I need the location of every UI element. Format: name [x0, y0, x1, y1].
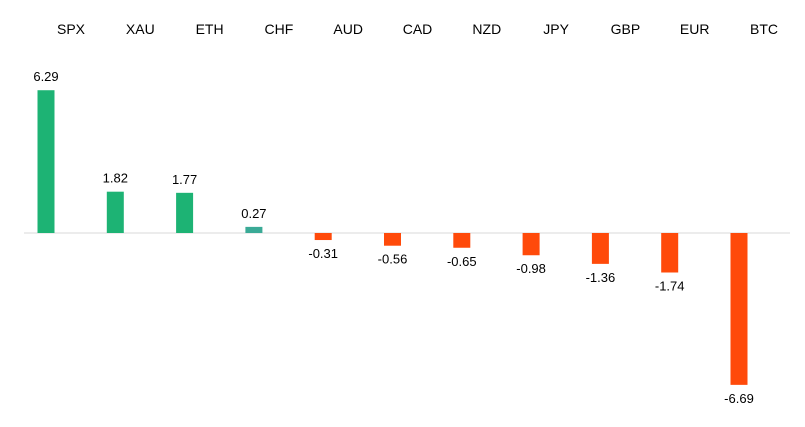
value-label-spx: 6.29: [33, 69, 58, 84]
category-label-chf: CHF: [265, 21, 294, 37]
bar-aud: [314, 233, 332, 241]
bar-eur: [661, 233, 679, 273]
bar-jpy: [522, 233, 540, 256]
value-label-chf: 0.27: [241, 206, 266, 221]
bar-xau: [106, 191, 124, 233]
bar-nzd: [453, 233, 471, 248]
category-label-spx: SPX: [57, 21, 86, 37]
value-label-nzd: -0.65: [447, 254, 477, 269]
category-label-btc: BTC: [750, 21, 778, 37]
value-label-eur: -1.74: [655, 278, 685, 293]
value-label-btc: -6.69: [724, 391, 754, 406]
value-labels: 6.29 1.82 1.77 0.27 -0.31 -0.56 -0.65 -0.98 -1.3…: [33, 69, 753, 406]
category-label-xau: XAU: [126, 21, 155, 37]
category-label-eth: ETH: [196, 21, 224, 37]
category-label-aud: AUD: [333, 21, 363, 37]
category-label-gbp: GBP: [611, 21, 641, 37]
category-label-eur: EUR: [680, 21, 710, 37]
value-label-gbp: -1.36: [586, 270, 616, 285]
bar-btc: [730, 233, 748, 385]
value-label-cad: -0.56: [378, 252, 408, 267]
bars-group: [37, 90, 748, 385]
value-label-aud: -0.31: [308, 246, 338, 261]
bar-spx: [37, 90, 55, 233]
value-label-eth: 1.77: [172, 172, 197, 187]
value-label-jpy: -0.98: [516, 261, 546, 276]
bar-eth: [176, 192, 194, 233]
bar-gbp: [591, 233, 609, 264]
category-label-cad: CAD: [403, 21, 433, 37]
bar-chf: [245, 226, 263, 233]
bar-cad: [384, 233, 401, 246]
value-label-xau: 1.82: [103, 171, 128, 186]
category-label-nzd: NZD: [472, 21, 501, 37]
category-labels: SPX XAU ETH CHF AUD CAD NZD JPY GBP EUR BTC: [57, 21, 778, 37]
category-label-jpy: JPY: [543, 21, 569, 37]
